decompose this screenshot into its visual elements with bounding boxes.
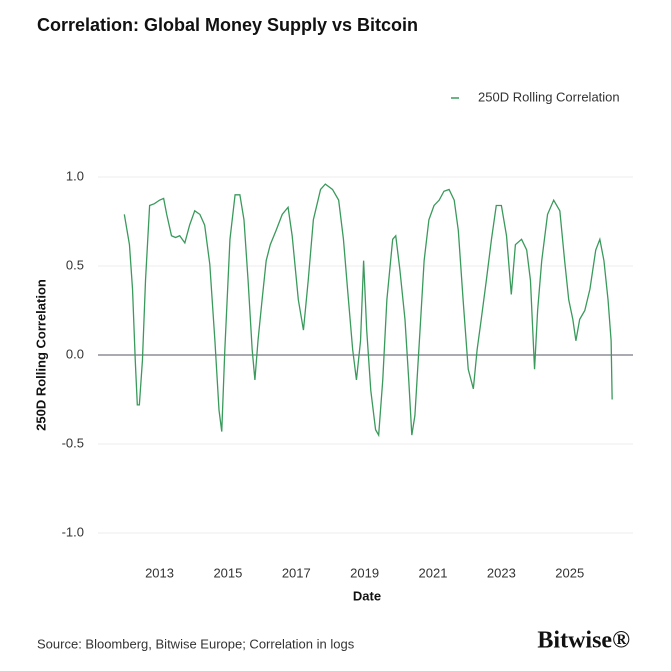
- x-tick-label: 2025: [555, 565, 584, 580]
- y-tick-label: -0.5: [62, 435, 84, 450]
- x-tick-label: 2017: [282, 565, 311, 580]
- legend-label: 250D Rolling Correlation: [478, 89, 620, 104]
- brand-logo: Bitwise®: [537, 628, 630, 654]
- chart-title: Correlation: Global Money Supply vs Bitc…: [37, 15, 418, 35]
- y-tick-label: 0.5: [66, 257, 84, 272]
- y-tick-label: 0.0: [66, 346, 84, 361]
- x-tick-label: 2019: [350, 565, 379, 580]
- x-tick-label: 2015: [213, 565, 242, 580]
- source-note: Source: Bloomberg, Bitwise Europe; Corre…: [37, 636, 355, 651]
- x-axis-title: Date: [353, 588, 381, 603]
- x-tick-label: 2023: [487, 565, 516, 580]
- series-line: [123, 183, 613, 438]
- y-tick-label: 1.0: [66, 168, 84, 183]
- y-tick-label: -1.0: [62, 524, 84, 539]
- x-tick-label: 2013: [145, 565, 174, 580]
- y-axis-title: 250D Rolling Correlation: [33, 279, 48, 431]
- x-tick-label: 2021: [419, 565, 448, 580]
